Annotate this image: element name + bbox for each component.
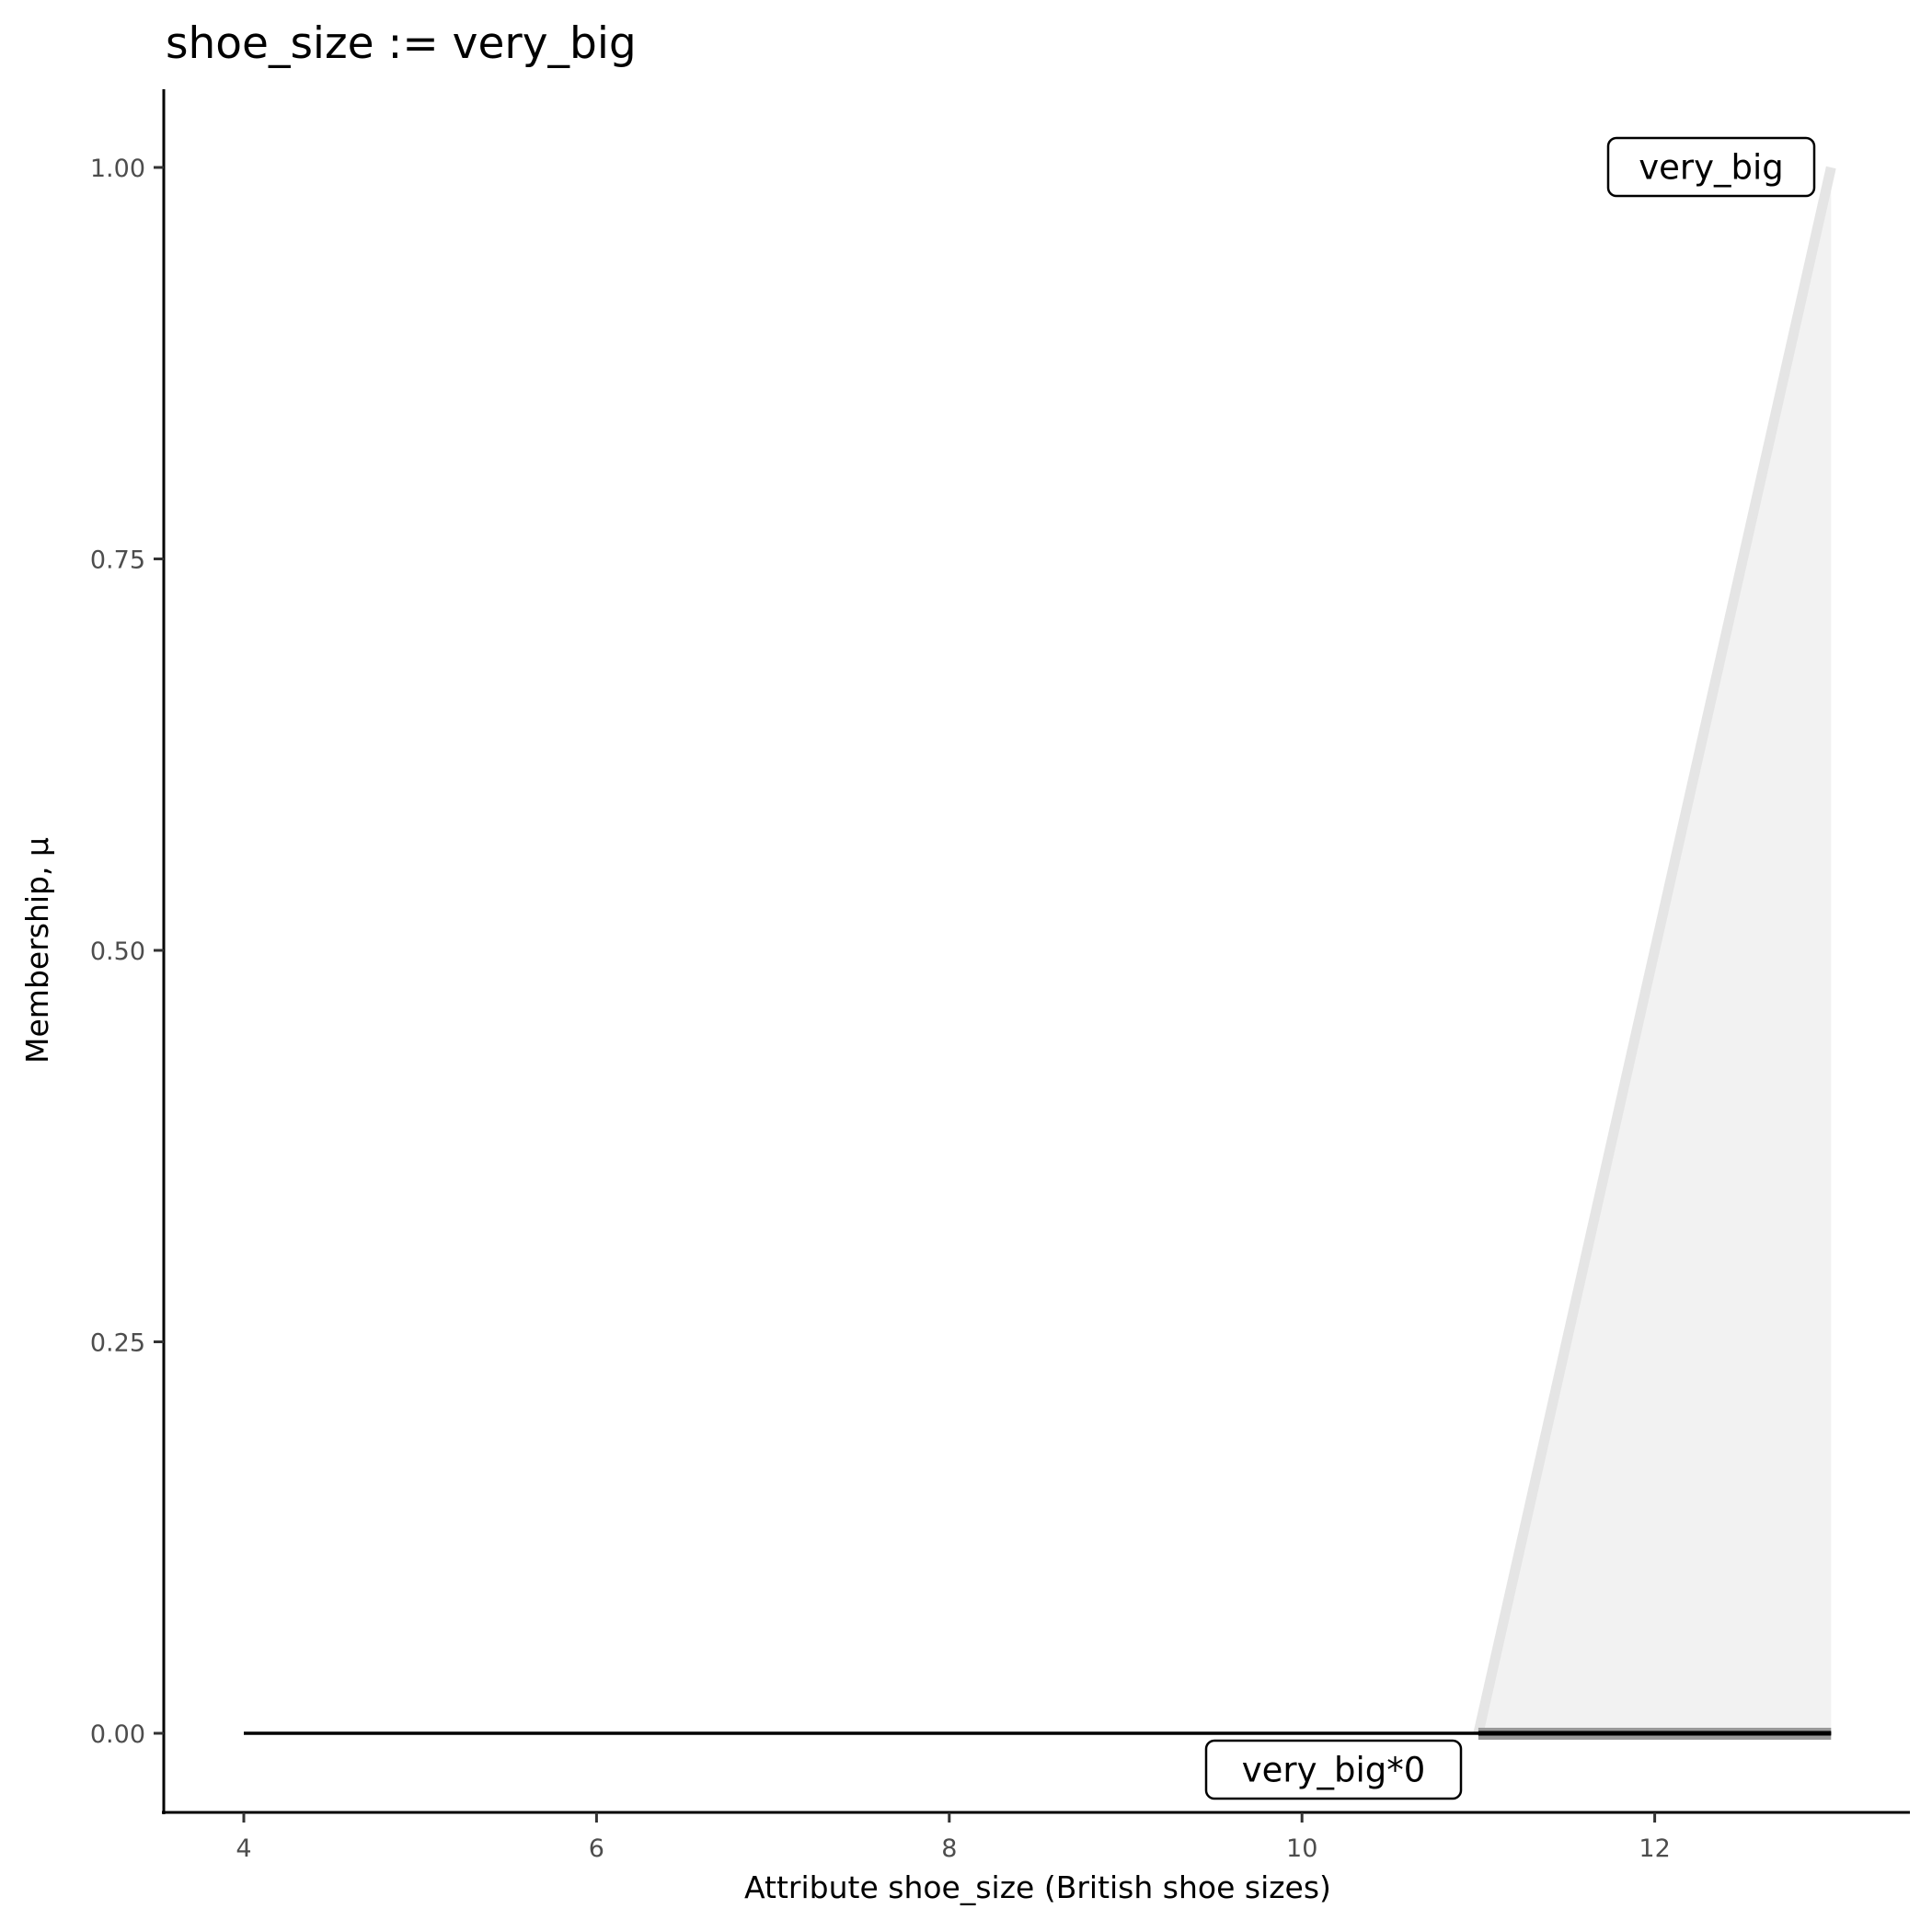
x-tick-label: 4 bbox=[236, 1834, 251, 1863]
x-tick-label: 10 bbox=[1286, 1834, 1317, 1863]
x-tick-label: 12 bbox=[1639, 1834, 1670, 1863]
y-tick-label: 0.25 bbox=[90, 1329, 145, 1358]
y-axis-ticks: 0.00 0.25 0.50 0.75 1.00 bbox=[90, 155, 164, 1749]
label-text: very_big bbox=[1639, 148, 1784, 188]
very-big-line bbox=[1473, 166, 1836, 1735]
plot-area bbox=[244, 166, 1836, 1740]
label-text: very_big*0 bbox=[1242, 1751, 1426, 1790]
x-tick-label: 8 bbox=[941, 1834, 957, 1863]
y-tick-label: 0.00 bbox=[90, 1720, 145, 1749]
y-tick-label: 0.50 bbox=[90, 937, 145, 966]
annotations: very_big very_big*0 bbox=[1204, 136, 1816, 1800]
chart-title: shoe_size := very_big bbox=[166, 18, 637, 69]
x-axis-ticks: 4 6 8 10 12 bbox=[236, 1812, 1671, 1863]
x-axis-title: Attribute shoe_size (British shoe sizes) bbox=[744, 1869, 1331, 1905]
x-tick-label: 6 bbox=[589, 1834, 604, 1863]
label-box bbox=[1204, 1739, 1463, 1800]
y-tick-label: 1.00 bbox=[90, 155, 145, 183]
label-box bbox=[1606, 136, 1816, 198]
y-tick-label: 0.75 bbox=[90, 546, 145, 575]
y-axis-title: Membership, μ bbox=[19, 837, 55, 1064]
